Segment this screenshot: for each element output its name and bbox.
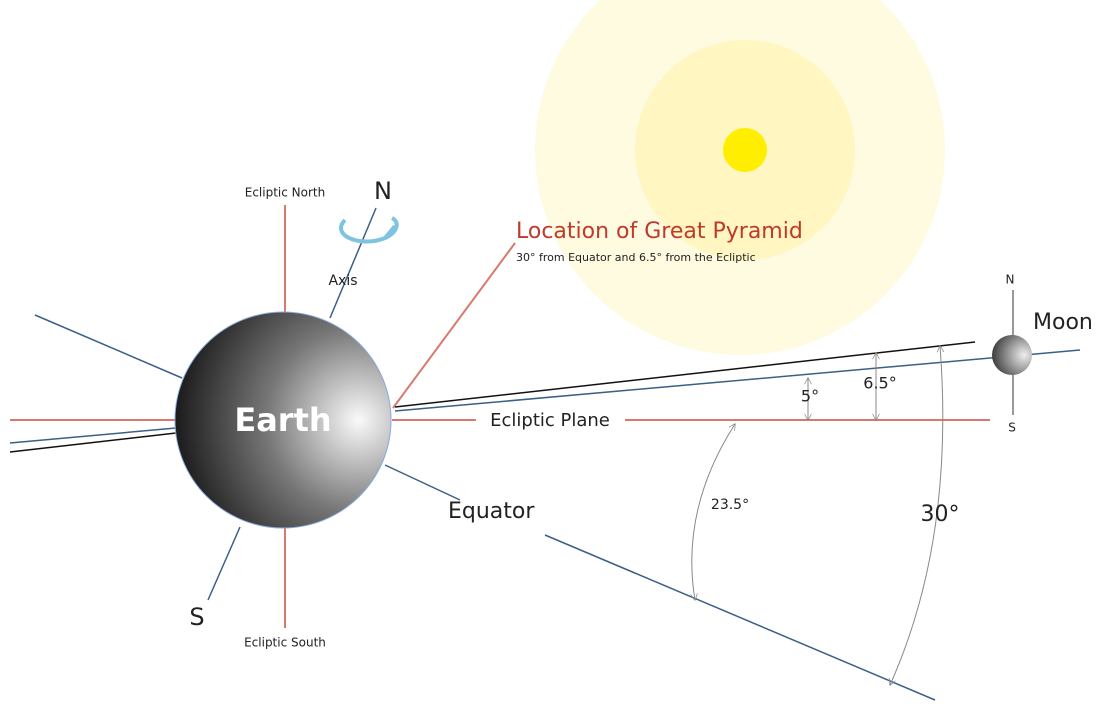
label: S <box>1008 421 1016 435</box>
earth-label: Earth <box>234 401 331 439</box>
label: N <box>374 177 392 205</box>
equator-line <box>385 465 460 500</box>
label: Equator <box>448 499 535 524</box>
label: N <box>1006 273 1015 287</box>
angle-label: 23.5° <box>711 497 749 513</box>
moon <box>992 335 1032 375</box>
label: Ecliptic South <box>244 636 326 650</box>
label: S <box>189 603 204 631</box>
label: Ecliptic North <box>245 186 325 200</box>
moon-plane <box>395 350 1080 411</box>
label: Axis <box>328 273 357 289</box>
diagram: Earth Ecliptic North Ecliptic South N S … <box>0 0 1110 707</box>
equator-line <box>35 315 182 378</box>
pyramid-title: Location of Great Pyramid <box>516 219 803 244</box>
pyramid-subtitle: 30° from Equator and 6.5° from the Eclip… <box>516 251 756 264</box>
equator-line <box>545 535 935 700</box>
angle-label: 6.5° <box>863 374 896 393</box>
sun <box>723 128 767 172</box>
axis-north <box>330 208 376 318</box>
angle-label: 30° <box>921 502 960 527</box>
label: Moon <box>1033 310 1093 335</box>
label: Ecliptic Plane <box>490 410 610 431</box>
rotation-arrow <box>341 218 397 242</box>
pyramid-line <box>393 243 515 408</box>
axis-south <box>208 527 240 600</box>
angle-label: 5° <box>801 387 819 406</box>
